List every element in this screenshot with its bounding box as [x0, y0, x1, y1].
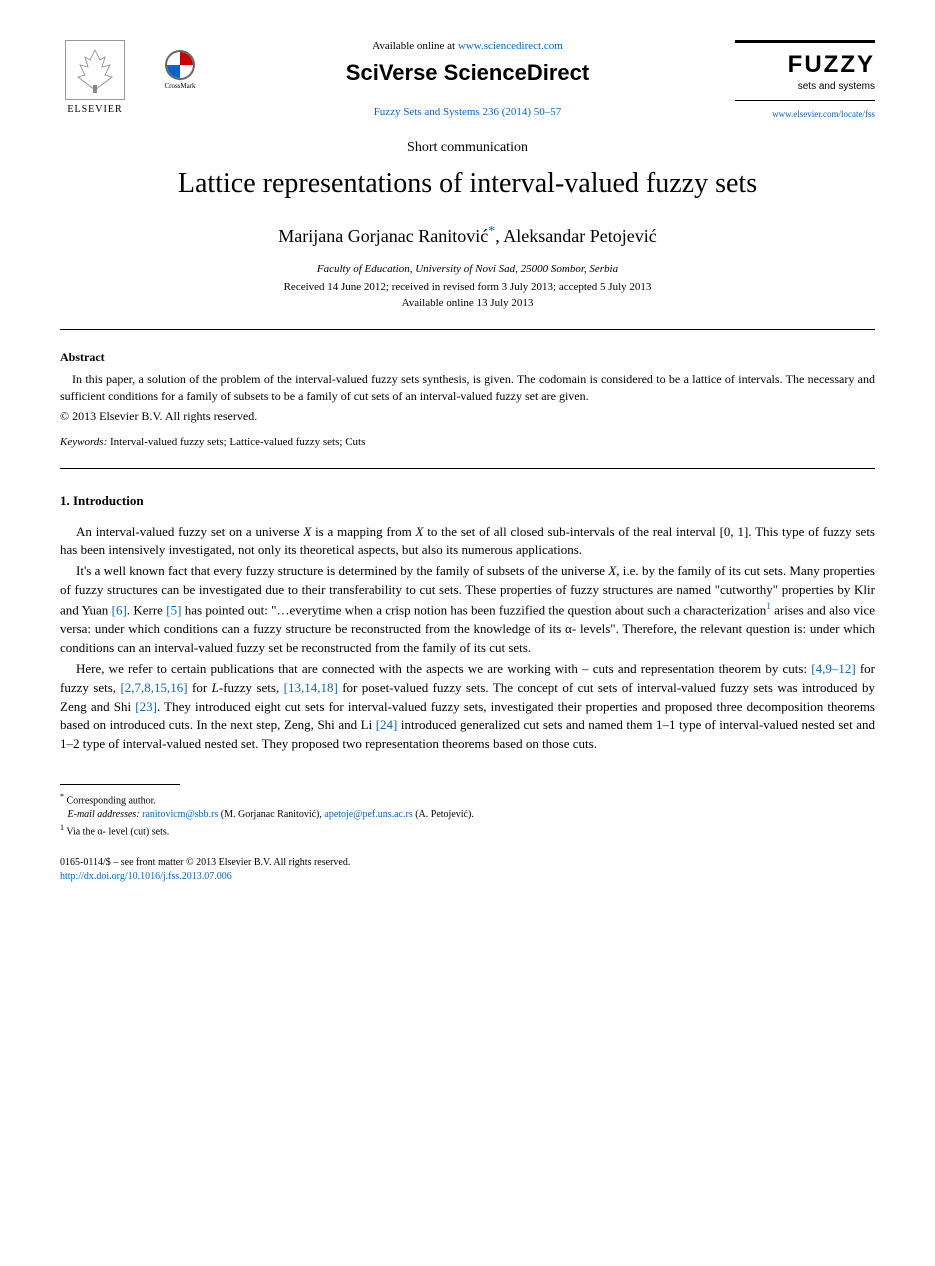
p3a: Here, we refer to certain publications t…: [76, 661, 811, 676]
platform-name: SciVerse ScienceDirect: [220, 60, 715, 86]
keywords-list: Interval-valued fuzzy sets; Lattice-valu…: [107, 436, 365, 448]
intro-para-1: An interval-valued fuzzy set on a univer…: [60, 523, 875, 561]
elsevier-tree-icon: [65, 40, 125, 100]
p2c: . Kerre: [127, 602, 166, 617]
ref-2-7-8-15-16[interactable]: [2,7,8,15,16]: [120, 680, 187, 695]
available-text: Available online at: [372, 40, 458, 52]
keywords: Keywords: Interval-valued fuzzy sets; La…: [60, 436, 875, 448]
email-footnote: E-mail addresses: ranitovicm@sbb.rs (M. …: [60, 808, 875, 822]
available-date: Available online 13 July 2013: [60, 297, 875, 309]
fn1-mark: 1: [60, 823, 64, 832]
ref-4-9-12[interactable]: [4,9–12]: [811, 661, 855, 676]
footer-info: 0165-0114/$ – see front matter © 2013 El…: [60, 856, 875, 884]
logos-left: ELSEVIER CrossMark: [60, 40, 200, 120]
header-row: ELSEVIER CrossMark Available online at w…: [60, 40, 875, 120]
keywords-label: Keywords:: [60, 436, 107, 448]
journal-logo-box: FUZZY sets and systems: [735, 40, 875, 101]
ref-5[interactable]: [5]: [166, 602, 181, 617]
p1a: An interval-valued fuzzy set on a univer…: [76, 524, 303, 539]
author-1: Marijana Gorjanac Ranitović: [278, 226, 488, 246]
journal-url[interactable]: www.elsevier.com/locate/fss: [735, 109, 875, 119]
journal-reference[interactable]: Fuzzy Sets and Systems 236 (2014) 50–57: [220, 106, 715, 118]
p2a: It's a well known fact that every fuzzy …: [76, 563, 608, 578]
email-2[interactable]: apetoje@pef.uns.ac.rs: [324, 809, 412, 820]
footnote-1: 1 Via the α- level (cut) sets.: [60, 822, 875, 839]
article-title: Lattice representations of interval-valu…: [60, 168, 875, 200]
author-2: Aleksandar Petojević: [503, 226, 656, 246]
article-type: Short communication: [60, 140, 875, 156]
intro-para-3: Here, we refer to certain publications t…: [60, 660, 875, 754]
p1b: is a mapping from: [311, 524, 415, 539]
crossmark-icon: [165, 50, 195, 80]
journal-logo: FUZZY sets and systems www.elsevier.com/…: [735, 40, 875, 119]
abstract-text: In this paper, a solution of the problem…: [60, 371, 875, 405]
ref-24[interactable]: [24]: [376, 717, 398, 732]
abstract-heading: Abstract: [60, 350, 875, 365]
corresponding-mark[interactable]: *: [488, 224, 495, 239]
section-1-heading: 1. Introduction: [60, 493, 875, 509]
email-label: E-mail addresses:: [68, 809, 140, 820]
copyright: © 2013 Elsevier B.V. All rights reserved…: [60, 409, 875, 424]
available-online: Available online at www.sciencedirect.co…: [220, 40, 715, 52]
divider-bottom: [60, 468, 875, 469]
p3c: for: [188, 680, 212, 695]
received-dates: Received 14 June 2012; received in revis…: [60, 281, 875, 293]
elsevier-label: ELSEVIER: [67, 104, 122, 115]
crossmark-logo[interactable]: CrossMark: [160, 50, 200, 100]
journal-name: FUZZY: [735, 51, 875, 79]
issn-line: 0165-0114/$ – see front matter © 2013 El…: [60, 856, 875, 870]
ref-23[interactable]: [23]: [135, 699, 157, 714]
divider-top: [60, 329, 875, 330]
doi-link[interactable]: http://dx.doi.org/10.1016/j.fss.2013.07.…: [60, 870, 875, 884]
email-1[interactable]: ranitovicm@sbb.rs: [142, 809, 218, 820]
crossmark-label: CrossMark: [164, 82, 195, 90]
center-header: Available online at www.sciencedirect.co…: [200, 40, 735, 118]
corr-label: Corresponding author.: [67, 795, 156, 806]
affiliation: Faculty of Education, University of Novi…: [60, 263, 875, 275]
intro-para-2: It's a well known fact that every fuzzy …: [60, 562, 875, 658]
fn1-text: Via the α- level (cut) sets.: [66, 827, 169, 838]
sciencedirect-link[interactable]: www.sciencedirect.com: [458, 40, 563, 52]
footnote-separator: [60, 784, 180, 785]
var-l: L: [212, 680, 219, 695]
journal-subtitle: sets and systems: [735, 81, 875, 92]
corresponding-author-footnote: * Corresponding author.: [60, 791, 875, 808]
email-1-name: (M. Gorjanac Ranitović),: [218, 809, 324, 820]
email-2-name: (A. Petojević).: [413, 809, 474, 820]
elsevier-logo: ELSEVIER: [60, 40, 130, 120]
p3d: -fuzzy sets,: [219, 680, 284, 695]
ref-13-14-18[interactable]: [13,14,18]: [284, 680, 338, 695]
authors: Marijana Gorjanac Ranitović*, Aleksandar…: [60, 224, 875, 247]
corr-mark-fn: *: [60, 792, 64, 801]
ref-6[interactable]: [6]: [112, 602, 127, 617]
p2d: has pointed out: "…everytime when a cris…: [181, 602, 766, 617]
